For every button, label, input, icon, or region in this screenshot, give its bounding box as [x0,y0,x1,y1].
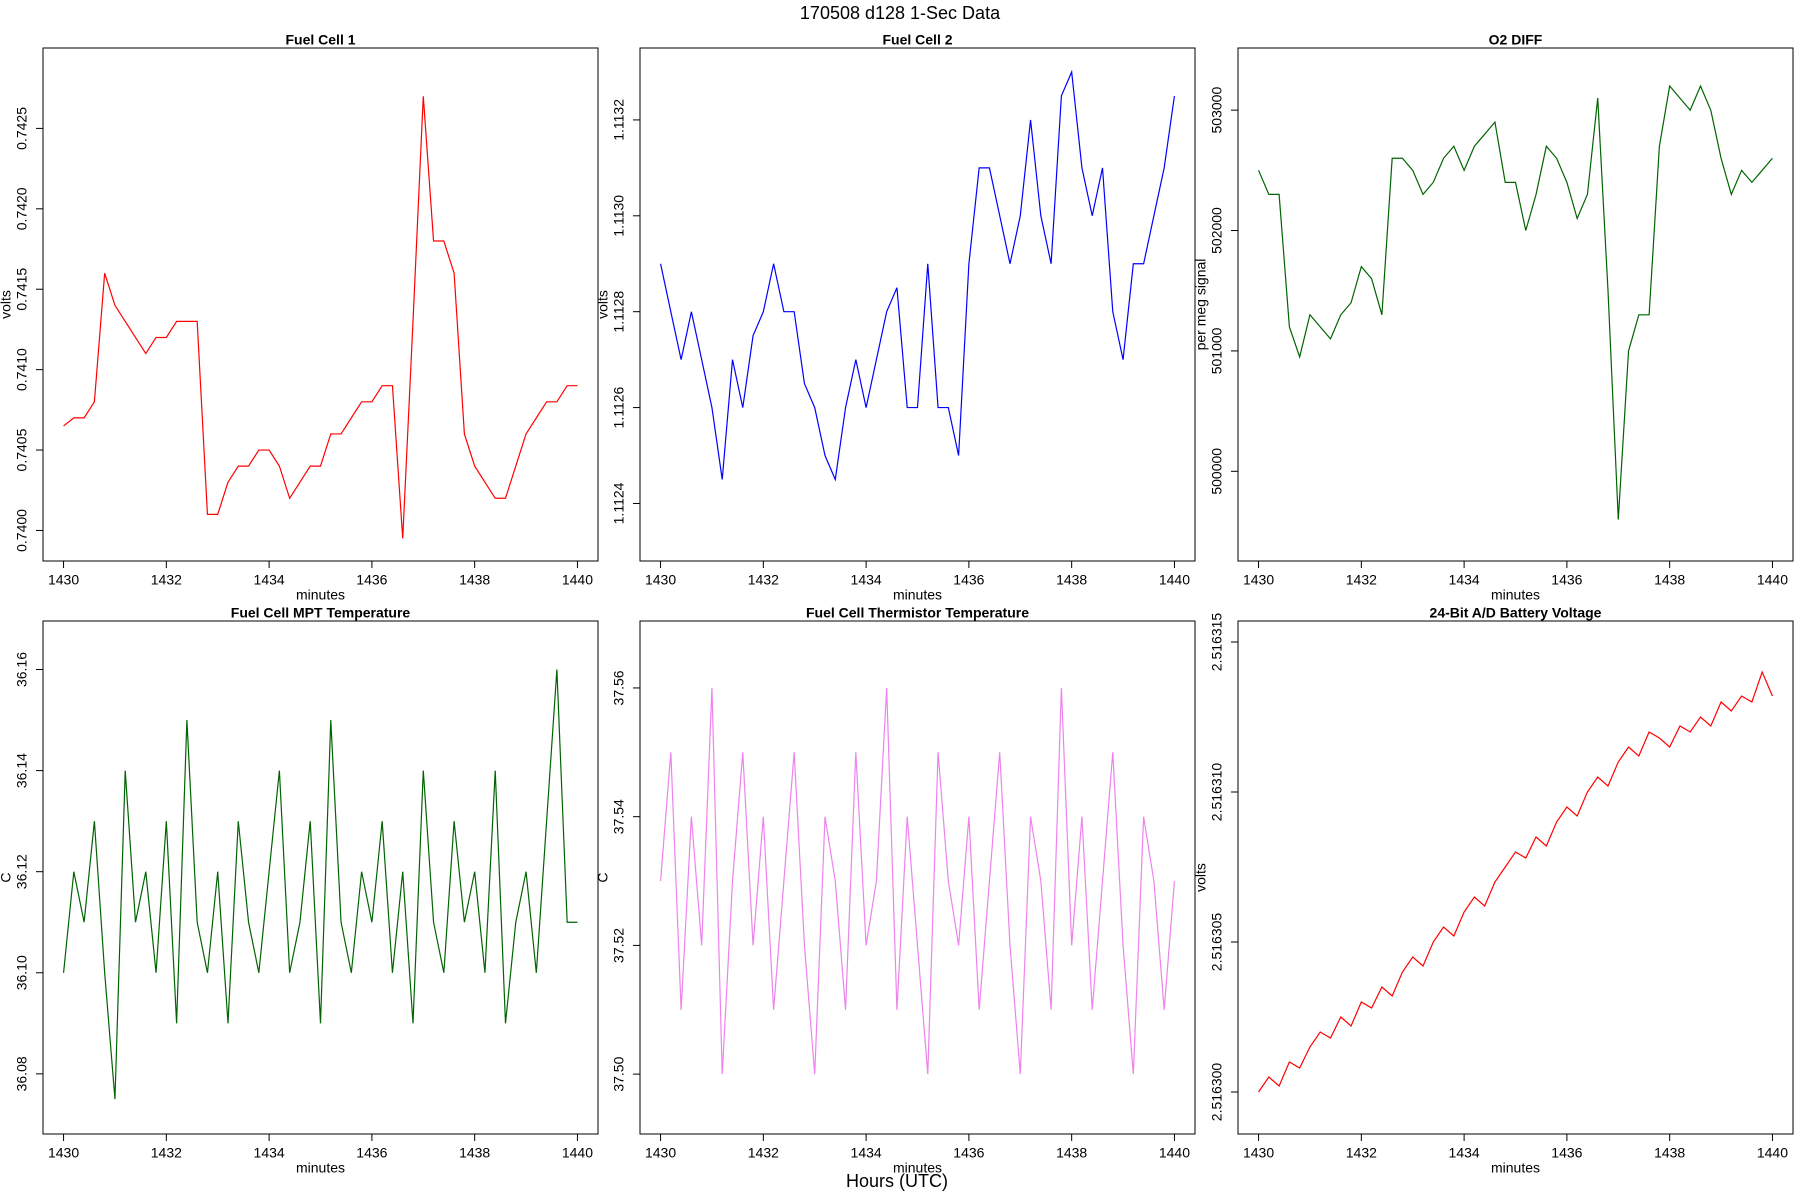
x-tick-label: 1432 [151,1145,182,1161]
chart-title: Fuel Cell 1 [285,32,355,48]
x-tick-label: 1440 [562,572,593,588]
data-line [659,687,1176,1075]
x-tick-label: 1434 [254,572,285,588]
y-axis-label: volts [595,290,611,319]
y-tick-label: 2.516305 [1209,913,1225,972]
x-axis-label: minutes [893,1160,942,1176]
x-tick-label: 1434 [1449,572,1480,588]
y-tick-label: 37.52 [611,928,627,963]
x-tick-label: 1434 [1449,1145,1480,1161]
plot-frame [1237,47,1794,562]
x-tick-label: 1436 [953,1145,984,1161]
y-tick-label: 36.16 [14,652,30,687]
x-tick-label: 1434 [254,1145,285,1161]
y-tick-label: 36.08 [14,1056,30,1091]
y-tick-label: 36.10 [14,955,30,990]
data-line [1258,84,1773,520]
y-tick-label: 1.1126 [611,386,627,428]
x-tick-label: 1438 [1654,1145,1685,1161]
x-tick-label: 1430 [645,572,676,588]
x-tick-label: 1440 [562,1145,593,1161]
page-x-label: Hours (UTC) [846,1171,948,1191]
y-tick-label: 500000 [1209,448,1225,495]
plot-frame [42,47,599,562]
x-tick-label: 1440 [1757,1145,1788,1161]
x-tick-label: 1430 [48,1145,79,1161]
y-tick-label: 37.54 [611,799,627,834]
y-axis-label: volts [1193,863,1209,892]
y-tick-label: 0.7420 [14,187,30,230]
y-axis-label: C [595,872,611,882]
chart-title: Fuel Cell Thermistor Temperature [806,605,1029,621]
chart-title: 24-Bit A/D Battery Voltage [1430,605,1602,621]
plot-frame [639,620,1196,1135]
y-tick-label: 37.56 [611,670,627,705]
x-tick-label: 1436 [356,572,387,588]
plot-frame [639,47,1196,562]
y-tick-label: 0.7405 [14,428,30,471]
x-axis-label: minutes [1491,1160,1540,1176]
y-tick-label: 1.1128 [611,291,627,333]
x-axis-label: minutes [1491,587,1540,603]
x-tick-label: 1438 [1056,1145,1087,1161]
y-tick-label: 2.516300 [1209,1063,1225,1122]
chart-title: Fuel Cell MPT Temperature [231,605,411,621]
x-tick-label: 1436 [1551,1145,1582,1161]
x-tick-label: 1438 [1654,572,1685,588]
y-tick-label: 36.14 [14,753,30,788]
y-tick-label: 0.7410 [14,348,30,391]
x-tick-label: 1432 [748,1145,779,1161]
x-tick-label: 1438 [459,1145,490,1161]
x-tick-label: 1440 [1159,572,1190,588]
x-axis-label: minutes [893,587,942,603]
y-tick-label: 502000 [1209,207,1225,254]
data-line [62,669,578,1100]
y-tick-label: 2.516310 [1209,763,1225,822]
y-axis-label: C [0,872,14,882]
x-tick-label: 1436 [356,1145,387,1161]
y-axis-label: per meg signal [1193,259,1209,351]
x-tick-label: 1430 [1243,572,1274,588]
y-tick-label: 0.7400 [14,509,30,552]
x-tick-label: 1434 [851,1145,882,1161]
plot-frame [1237,620,1794,1135]
x-axis-label: minutes [296,587,345,603]
x-tick-label: 1438 [1056,572,1087,588]
x-tick-label: 1436 [1551,572,1582,588]
data-line [1258,670,1773,1093]
x-tick-label: 1440 [1159,1145,1190,1161]
chart-title: Fuel Cell 2 [882,32,952,48]
y-tick-label: 501000 [1209,327,1225,374]
x-tick-label: 1430 [645,1145,676,1161]
y-tick-label: 0.7425 [14,107,30,150]
y-tick-label: 0.7415 [14,268,30,311]
y-axis-label: volts [0,290,14,319]
x-tick-label: 1436 [953,572,984,588]
x-tick-label: 1432 [1346,1145,1377,1161]
y-tick-label: 1.1124 [611,482,627,524]
y-tick-label: 1.1132 [611,99,627,141]
x-tick-label: 1432 [1346,572,1377,588]
x-tick-label: 1432 [748,572,779,588]
x-tick-label: 1432 [151,572,182,588]
page-title: 170508 d128 1-Sec Data [800,3,1001,23]
y-tick-label: 37.50 [611,1056,627,1091]
x-tick-label: 1430 [48,572,79,588]
y-tick-label: 36.12 [14,854,30,889]
chart-title: O2 DIFF [1489,32,1543,48]
x-axis-label: minutes [296,1160,345,1176]
data-line [63,96,578,539]
x-tick-label: 1438 [459,572,490,588]
y-tick-label: 1.1130 [611,195,627,237]
plot-frame [42,620,599,1135]
x-tick-label: 1440 [1757,572,1788,588]
x-tick-label: 1434 [851,572,882,588]
y-tick-label: 503000 [1209,87,1225,134]
y-tick-label: 2.516315 [1209,613,1225,672]
x-tick-label: 1430 [1243,1145,1274,1161]
data-line [659,69,1176,482]
